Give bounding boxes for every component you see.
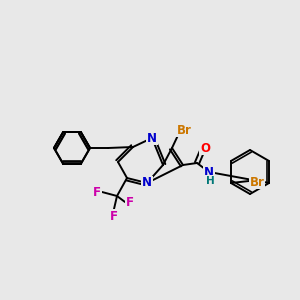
- Text: N: N: [204, 167, 214, 179]
- Text: F: F: [93, 187, 101, 200]
- Text: N: N: [142, 176, 152, 190]
- Text: Br: Br: [177, 124, 191, 136]
- Text: F: F: [126, 196, 134, 209]
- Text: Br: Br: [250, 176, 264, 188]
- Text: H: H: [206, 176, 214, 186]
- Text: N: N: [147, 131, 157, 145]
- Text: F: F: [110, 209, 118, 223]
- Text: O: O: [200, 142, 210, 154]
